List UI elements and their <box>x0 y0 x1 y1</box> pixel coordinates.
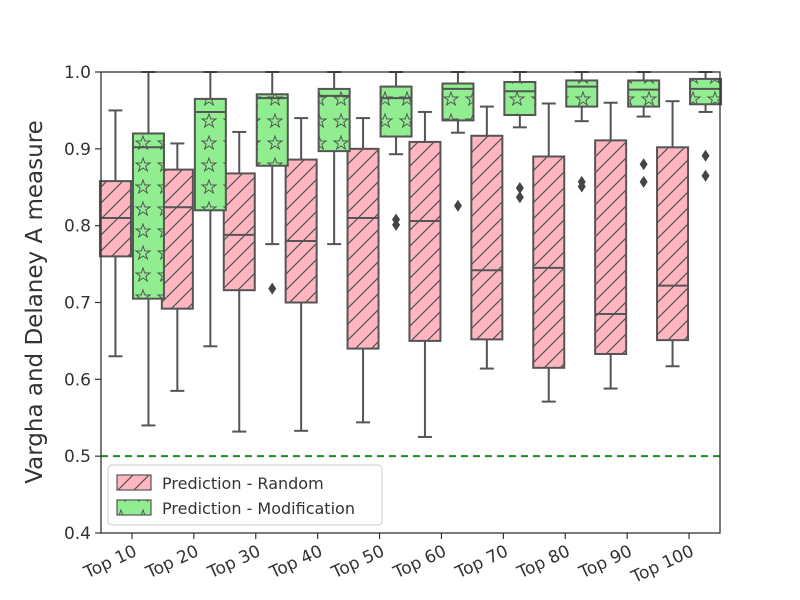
legend-swatch-modification-hatch <box>117 500 151 515</box>
box-modification-7 <box>503 71 537 204</box>
box-modification-4 <box>317 71 351 246</box>
legend-label-modification: Prediction - Modification <box>162 499 355 518</box>
y-tick-label: 0.9 <box>64 140 91 160</box>
box-hatch <box>627 79 661 108</box>
outlier-point <box>701 169 710 182</box>
outlier-point <box>392 213 401 226</box>
box-random-4 <box>284 117 318 432</box>
x-tick-label: Top 60 <box>390 541 450 583</box>
y-tick-label: 0.7 <box>64 294 91 314</box>
outlier-point <box>453 199 462 212</box>
box-modification-9 <box>627 71 661 188</box>
outlier-point <box>639 158 648 171</box>
legend: Prediction - Random Prediction - Modific… <box>107 464 383 526</box>
box-hatch <box>408 140 442 342</box>
x-tick-label: Top 10 <box>80 541 140 583</box>
x-tick-label: Top 70 <box>452 541 512 583</box>
box-hatch <box>689 77 723 106</box>
box-hatch <box>222 172 256 292</box>
box-hatch <box>346 147 380 350</box>
y-tick-label: 1.0 <box>64 63 91 83</box>
box-hatch <box>255 93 289 167</box>
box-hatch <box>317 87 351 153</box>
box-modification-8 <box>565 71 599 193</box>
box-modification-6 <box>441 71 475 212</box>
box-random-7 <box>470 105 504 370</box>
box-hatch <box>594 139 628 355</box>
box-hatch <box>656 146 690 342</box>
y-axis-label: Vargha and Delaney A measure <box>22 120 48 484</box>
box-hatch <box>379 85 413 138</box>
outlier-point <box>577 175 586 188</box>
x-tick-label: Top 40 <box>266 541 326 583</box>
x-tick-label: Top 50 <box>328 541 388 583</box>
legend-frame <box>107 464 383 526</box>
y-tick-label: 0.8 <box>64 217 91 237</box>
box-random-9 <box>594 101 628 390</box>
box-random-8 <box>532 102 566 403</box>
y-tick-label: 0.6 <box>64 370 91 390</box>
x-tick-label: Top 30 <box>204 541 264 583</box>
box-hatch <box>193 97 227 212</box>
outlier-point <box>701 149 710 162</box>
x-tick-label: Top 20 <box>142 541 202 583</box>
legend-label-random: Prediction - Random <box>162 474 324 493</box>
box-random-1 <box>98 109 132 358</box>
box-modification-1 <box>131 71 165 427</box>
box-hatch <box>532 155 566 369</box>
box-hatch <box>284 158 318 304</box>
box-random-6 <box>408 110 442 438</box>
box-hatch <box>131 132 165 300</box>
box-modification-2 <box>193 71 227 348</box>
x-tick-label: Top 100 <box>627 541 697 588</box>
outlier-point <box>515 191 524 204</box>
box-hatch <box>470 134 504 341</box>
box-random-10 <box>656 100 690 368</box>
box-hatch <box>503 80 537 117</box>
box-random-5 <box>346 117 380 424</box>
outlier-point <box>268 282 277 295</box>
box-random-3 <box>222 130 256 433</box>
x-tick-label: Top 80 <box>513 541 573 583</box>
outlier-point <box>515 182 524 195</box>
y-tick-label: 0.5 <box>64 447 91 467</box>
legend-swatch-random-hatch <box>117 475 151 490</box>
x-tick-label: Top 90 <box>575 541 635 583</box>
box-random-2 <box>160 142 194 392</box>
y-tick-label: 0.4 <box>64 524 91 544</box>
box-hatch <box>565 79 599 108</box>
box-hatch <box>160 168 194 310</box>
box-modification-3 <box>255 71 289 295</box>
outlier-point <box>639 175 648 188</box>
